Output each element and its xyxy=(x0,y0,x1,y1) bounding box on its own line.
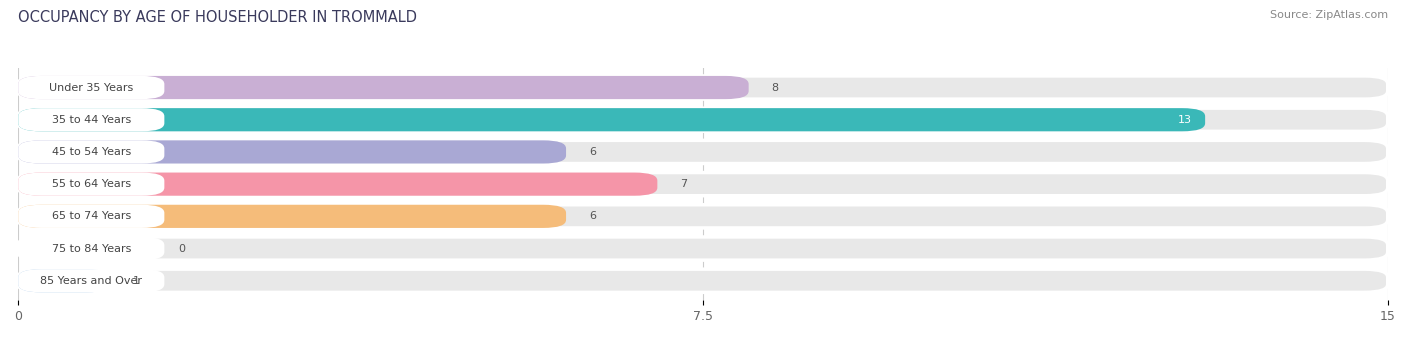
FancyBboxPatch shape xyxy=(18,140,567,164)
Text: 8: 8 xyxy=(772,83,779,92)
FancyBboxPatch shape xyxy=(18,76,748,99)
FancyBboxPatch shape xyxy=(18,237,1388,260)
Text: 55 to 64 Years: 55 to 64 Years xyxy=(52,179,131,189)
Text: 0: 0 xyxy=(179,243,186,254)
Text: OCCUPANCY BY AGE OF HOUSEHOLDER IN TROMMALD: OCCUPANCY BY AGE OF HOUSEHOLDER IN TROMM… xyxy=(18,10,418,25)
Text: 6: 6 xyxy=(589,147,596,157)
FancyBboxPatch shape xyxy=(18,173,165,196)
FancyBboxPatch shape xyxy=(18,140,165,164)
FancyBboxPatch shape xyxy=(18,173,1388,196)
FancyBboxPatch shape xyxy=(18,205,1388,228)
Text: 75 to 84 Years: 75 to 84 Years xyxy=(52,243,131,254)
FancyBboxPatch shape xyxy=(18,205,165,228)
Text: 85 Years and Over: 85 Years and Over xyxy=(41,276,142,286)
FancyBboxPatch shape xyxy=(18,108,1205,131)
FancyBboxPatch shape xyxy=(18,269,1388,292)
Text: 65 to 74 Years: 65 to 74 Years xyxy=(52,211,131,221)
Text: 7: 7 xyxy=(681,179,688,189)
Text: 45 to 54 Years: 45 to 54 Years xyxy=(52,147,131,157)
Text: Source: ZipAtlas.com: Source: ZipAtlas.com xyxy=(1270,10,1388,20)
FancyBboxPatch shape xyxy=(18,140,1388,164)
FancyBboxPatch shape xyxy=(18,237,165,260)
FancyBboxPatch shape xyxy=(18,108,1388,131)
Text: 13: 13 xyxy=(1177,115,1191,125)
Text: 6: 6 xyxy=(589,211,596,221)
Text: 1: 1 xyxy=(132,276,139,286)
Text: 35 to 44 Years: 35 to 44 Years xyxy=(52,115,131,125)
FancyBboxPatch shape xyxy=(18,269,110,292)
FancyBboxPatch shape xyxy=(18,76,165,99)
FancyBboxPatch shape xyxy=(18,76,1388,99)
FancyBboxPatch shape xyxy=(18,108,165,131)
FancyBboxPatch shape xyxy=(18,205,567,228)
Text: Under 35 Years: Under 35 Years xyxy=(49,83,134,92)
FancyBboxPatch shape xyxy=(18,269,165,292)
FancyBboxPatch shape xyxy=(18,173,658,196)
